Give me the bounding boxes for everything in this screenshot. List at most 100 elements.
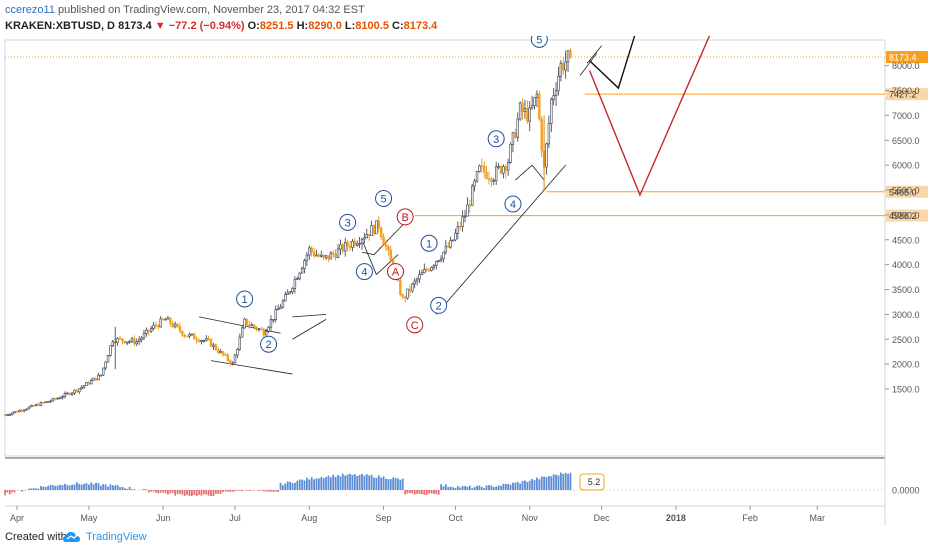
oscillator-bar xyxy=(126,488,129,490)
candle-body xyxy=(320,254,323,257)
y-tick-label: 3000.0 xyxy=(892,310,920,320)
oscillator-bar xyxy=(308,479,311,490)
candle-body xyxy=(197,340,201,342)
price-line-label: 7427.2 xyxy=(889,90,917,100)
oscillator-label: 0.0000 xyxy=(892,486,920,496)
candle-body xyxy=(145,329,148,334)
oscillator-bar xyxy=(78,483,81,490)
oscillator-bar xyxy=(416,490,419,494)
oscillator-bar xyxy=(274,490,277,492)
candle-body xyxy=(6,414,9,417)
oscillator-bar xyxy=(157,490,160,494)
last-price: 8173.4 xyxy=(118,20,152,32)
wave-label-circle xyxy=(430,296,448,314)
wave-label-circle xyxy=(387,263,405,281)
wave-label: 1 xyxy=(242,294,248,306)
author-name[interactable]: ccerezo11 xyxy=(5,4,55,16)
oscillator-bar xyxy=(40,486,42,490)
candle-body xyxy=(286,292,289,295)
candle-body xyxy=(356,243,359,246)
candle-body xyxy=(506,162,510,171)
wave-label: 3 xyxy=(493,134,499,146)
candle-body xyxy=(82,385,86,388)
oscillator-bar xyxy=(341,473,344,490)
oscillator-bar xyxy=(171,490,174,493)
oscillator-bar xyxy=(284,483,287,490)
tradingview-brand[interactable]: TradingView xyxy=(86,531,147,543)
oscillator-bar xyxy=(404,490,407,495)
oscillator-bar xyxy=(229,490,232,492)
oscillator-bar xyxy=(44,487,47,490)
oscillator-bar xyxy=(502,483,505,490)
oscillator-bar xyxy=(277,490,280,493)
oscillator-bar xyxy=(440,484,442,490)
wave-label: 4 xyxy=(361,267,367,279)
publish-info: published on TradingView.com, November 2… xyxy=(58,4,365,16)
candle-body xyxy=(233,354,237,364)
candle-body xyxy=(188,333,191,337)
candle-body xyxy=(85,382,88,386)
oscillator-bar xyxy=(533,480,536,490)
tradingview-cloud-icon[interactable] xyxy=(62,528,84,546)
oscillator-bar xyxy=(358,474,361,490)
oscillator-bar xyxy=(543,476,545,490)
oscillator-bar xyxy=(447,486,450,490)
oscillator-bar xyxy=(262,490,265,492)
open-label: O: xyxy=(247,20,260,32)
oscillator-bar xyxy=(550,476,553,490)
candle-body xyxy=(260,328,263,331)
oscillator-bar xyxy=(399,479,402,490)
x-tick-label: Apr xyxy=(10,513,24,523)
created-with: Created with xyxy=(5,531,67,543)
oscillator-bar xyxy=(279,482,282,490)
candle-body xyxy=(267,326,270,332)
oscillator-bar xyxy=(260,490,263,491)
oscillator-bar xyxy=(468,485,471,490)
wave-label-circle xyxy=(260,335,278,353)
oscillator-bar xyxy=(174,490,177,496)
candle-body xyxy=(310,247,313,253)
oscillator-bar xyxy=(286,481,289,490)
candle-body xyxy=(382,236,385,245)
oscillator-bar xyxy=(145,489,148,490)
candle-body xyxy=(152,324,155,329)
candle-body xyxy=(241,327,244,338)
candle-body xyxy=(135,341,138,345)
oscillator-bar xyxy=(200,490,203,496)
oscillator-bar xyxy=(52,485,54,490)
candle-body xyxy=(298,272,301,279)
candle-body xyxy=(238,336,242,350)
candle-body xyxy=(276,308,280,311)
candle-body xyxy=(75,389,79,393)
candle-body xyxy=(123,340,127,344)
candle-body xyxy=(226,354,230,361)
oscillator-bar xyxy=(183,490,186,496)
oscillator-bar xyxy=(97,483,100,490)
oscillator-bar xyxy=(569,472,572,490)
oscillator-bar xyxy=(246,490,248,491)
oscillator-bar xyxy=(8,490,11,495)
oscillator-bar xyxy=(47,485,50,490)
oscillator-bar xyxy=(375,477,378,490)
oscillator-bar xyxy=(272,490,275,492)
trendline xyxy=(198,316,281,334)
oscillator-bar xyxy=(42,486,45,490)
candle-body xyxy=(176,323,179,327)
oscillator-bar xyxy=(270,490,272,492)
oscillator-bar xyxy=(99,485,102,490)
oscillator-bar xyxy=(476,485,478,490)
oscillator-bar xyxy=(421,490,423,495)
candle-body xyxy=(360,238,364,244)
candle-body xyxy=(13,411,16,414)
candle-body xyxy=(274,309,277,320)
elliott-badge-icon[interactable] xyxy=(579,473,605,491)
candle-body xyxy=(250,324,253,327)
candle-body xyxy=(502,166,505,174)
oscillator-bar xyxy=(121,486,124,490)
oscillator-bar xyxy=(392,477,395,490)
oscillator-bar xyxy=(54,485,57,490)
price-chart[interactable]: 8173.4 7427.2 5465.0 4986.2 0.0000 1500.0 20… xyxy=(0,36,932,526)
oscillator-bar xyxy=(147,490,150,493)
candle-body xyxy=(159,318,162,328)
oscillator-bar xyxy=(497,485,500,490)
